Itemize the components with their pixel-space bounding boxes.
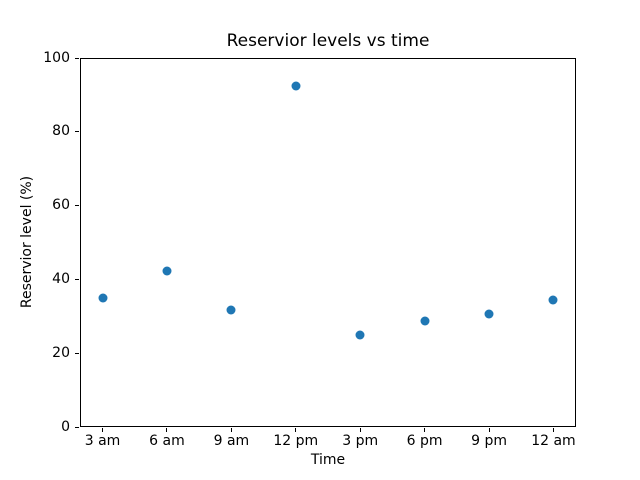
x-tick-mark [552,428,554,432]
y-tick-label: 60 [52,197,70,214]
data-point [355,330,365,340]
data-point [98,293,108,303]
x-tick-mark [230,428,232,432]
y-axis-label: Reservior level (%) [19,175,35,309]
x-tick-mark [166,428,168,432]
y-tick-label: 40 [52,270,70,287]
y-tick-mark [75,352,79,354]
x-tick-mark [295,428,297,432]
x-tick-mark [359,428,361,432]
plot-area [80,58,576,427]
data-point [291,81,301,91]
y-tick-mark [75,278,79,280]
x-tick-mark [102,428,104,432]
data-point [548,295,558,305]
x-tick-label: 12 pm [273,433,319,449]
y-tick-label: 0 [61,418,70,435]
x-tick-mark [488,428,490,432]
x-axis-label: Time [310,452,346,468]
x-tick-label: 9 pm [471,433,507,449]
x-tick-label: 6 am [149,433,185,449]
x-tick-label: 12 am [531,433,576,449]
data-point [162,266,172,276]
y-tick-mark [75,205,79,207]
y-tick-mark [75,426,79,428]
y-tick-label: 20 [52,344,70,361]
y-tick-mark [75,131,79,133]
x-tick-mark [424,428,426,432]
data-point [226,305,236,315]
y-tick-mark [75,57,79,59]
data-point [420,316,430,326]
x-tick-label: 3 pm [342,433,379,449]
x-tick-label: 3 am [84,433,121,449]
x-tick-label: 9 am [213,433,250,449]
data-point [484,309,494,319]
y-tick-label: 100 [43,49,70,66]
chart-title: Reservior levels vs time [226,31,430,51]
y-tick-label: 80 [52,123,70,140]
x-tick-label: 6 pm [406,433,443,449]
